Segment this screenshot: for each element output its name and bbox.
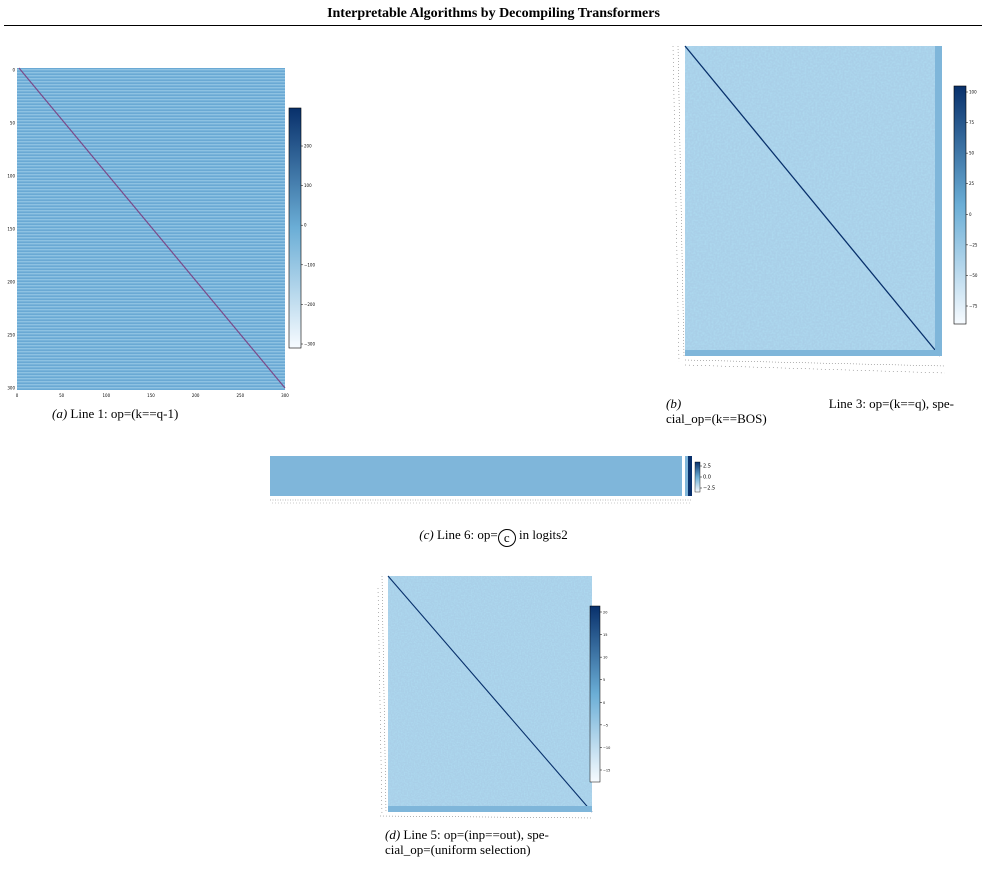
colorbar-tick-label: 25	[969, 181, 975, 186]
colorbar-tick-label: 20	[603, 611, 607, 615]
heatmap-c-cells	[270, 456, 688, 496]
caption-c-pre: Line 6: op=	[436, 527, 498, 542]
colorbar-tick-label: 0	[304, 223, 307, 228]
axis-tick-label: 0	[12, 68, 15, 73]
colorbar-tick-label: −25	[969, 242, 978, 247]
heatmap-d-tick-fringe	[377, 575, 593, 819]
heatmap-a-diagonal	[18, 67, 286, 389]
colorbar-tick-label: −15	[603, 769, 610, 773]
figure-c-caption: (c) Line 6: op= c in logits2	[0, 527, 987, 547]
header-rule	[4, 25, 982, 26]
figure-d-heatmap: 20 15 10 5 0 −5 −10 −15	[377, 575, 610, 819]
colorbar-tick-label: −10	[603, 746, 610, 750]
colorbar-c	[694, 461, 701, 493]
colorbar-b	[953, 85, 967, 325]
colorbar-tick-label: 0	[969, 212, 972, 217]
heatmap-b-bottom-strip	[685, 350, 940, 356]
caption-c-post: in logits2	[518, 527, 568, 542]
heatmap-d-bottom-strip	[388, 806, 592, 812]
axis-tick-label: 300	[281, 393, 289, 398]
colorbar-tick-label: −300	[304, 342, 315, 347]
colorbar-a-ticks: 200 100 0 −100 −200 −300	[301, 144, 315, 347]
caption-a-label: (a)	[52, 406, 68, 421]
heatmap-a-x-ticks: 0 50 100 150 200 250 300	[16, 393, 290, 398]
axis-tick-label: 50	[10, 121, 16, 126]
colorbar-a	[288, 107, 302, 349]
page-header-title: Interpretable Algorithms by Decompiling …	[327, 6, 660, 21]
caption-c-circled: c	[497, 529, 516, 547]
figure-b-caption: (b) Line 3: op=(k==q), spe- cial_op=(k==…	[666, 396, 954, 426]
heatmap-b-tick-fringe	[672, 45, 946, 374]
colorbar-tick-label: 0	[603, 701, 605, 705]
figure-c-heatmap: 2.5 0.0 −2.5	[270, 456, 715, 504]
axis-tick-label: 0	[16, 393, 19, 398]
colorbar-tick-label: 100	[969, 90, 977, 95]
colorbar-tick-label: 0.0	[703, 475, 711, 481]
caption-d-line1: Line 5: op=(inp==out), spe-	[403, 827, 549, 842]
colorbar-tick-label: 5	[603, 678, 605, 682]
caption-b-line2: cial_op=(k==BOS)	[666, 411, 767, 426]
axis-tick-label: 250	[7, 333, 15, 338]
heatmap-d-diagonal	[387, 575, 593, 813]
colorbar-tick-label: −50	[969, 273, 978, 278]
caption-b-line1: Line 3: op=(k==q), spe-	[828, 396, 954, 411]
colorbar-d-ticks: 20 15 10 5 0 −5 −10 −15	[600, 611, 610, 773]
figure-d-caption: (d) Line 5: op=(inp==out), spe- cial_op=…	[385, 827, 635, 857]
colorbar-tick-label: −2.5	[703, 486, 715, 492]
axis-tick-label: 300	[7, 386, 15, 391]
colorbar-tick-label: 50	[969, 151, 975, 156]
caption-d-line2: cial_op=(uniform selection)	[385, 842, 531, 857]
figure-a-heatmap: 200 100 0 −100 −200 −300 0 50 100 150 200 250 300 0…	[7, 67, 315, 399]
heatmap-c-dark-col	[688, 456, 692, 496]
colorbar-tick-label: 100	[304, 183, 312, 188]
colorbar-b-ticks: 100 75 50 25 0 −25 −50 −75	[966, 90, 978, 309]
axis-tick-label: 100	[7, 174, 15, 179]
colorbar-tick-label: 75	[969, 120, 975, 125]
figure-b-heatmap: 100 75 50 25 0 −25 −50 −75	[672, 45, 978, 374]
caption-d-label: (d)	[385, 827, 401, 842]
axis-tick-label: 250	[237, 393, 245, 398]
heatmap-a-y-ticks: 0 50 100 150 200 250 300	[7, 68, 15, 391]
caption-a-text: Line 1: op=(k==q-1)	[70, 406, 179, 421]
heatmap-a-cells	[17, 68, 285, 390]
axis-tick-label: 150	[7, 227, 15, 232]
heatmap-b-right-strip	[935, 46, 942, 356]
axis-tick-label: 100	[103, 393, 111, 398]
colorbar-tick-label: 200	[304, 144, 312, 149]
caption-c-label: (c)	[419, 527, 434, 542]
colorbar-tick-label: 2.5	[703, 464, 711, 470]
colorbar-tick-label: 15	[603, 633, 607, 637]
figure-a-caption: (a) Line 1: op=(k==q-1)	[52, 406, 302, 421]
colorbar-tick-label: 10	[603, 656, 607, 660]
colorbar-d	[589, 605, 601, 783]
colorbar-tick-label: −200	[304, 302, 315, 307]
colorbar-tick-label: −75	[969, 304, 978, 309]
heatmap-c-white-col	[682, 456, 685, 496]
caption-b-label: (b)	[666, 396, 682, 411]
axis-tick-label: 200	[192, 393, 200, 398]
axis-tick-label: 150	[147, 393, 155, 398]
colorbar-tick-label: −5	[603, 723, 608, 727]
heatmap-b-diagonal	[684, 45, 941, 357]
axis-tick-label: 50	[59, 393, 65, 398]
colorbar-tick-label: −100	[304, 262, 315, 267]
colorbar-c-ticks: 2.5 0.0 −2.5	[700, 464, 715, 492]
axis-tick-label: 200	[7, 280, 15, 285]
